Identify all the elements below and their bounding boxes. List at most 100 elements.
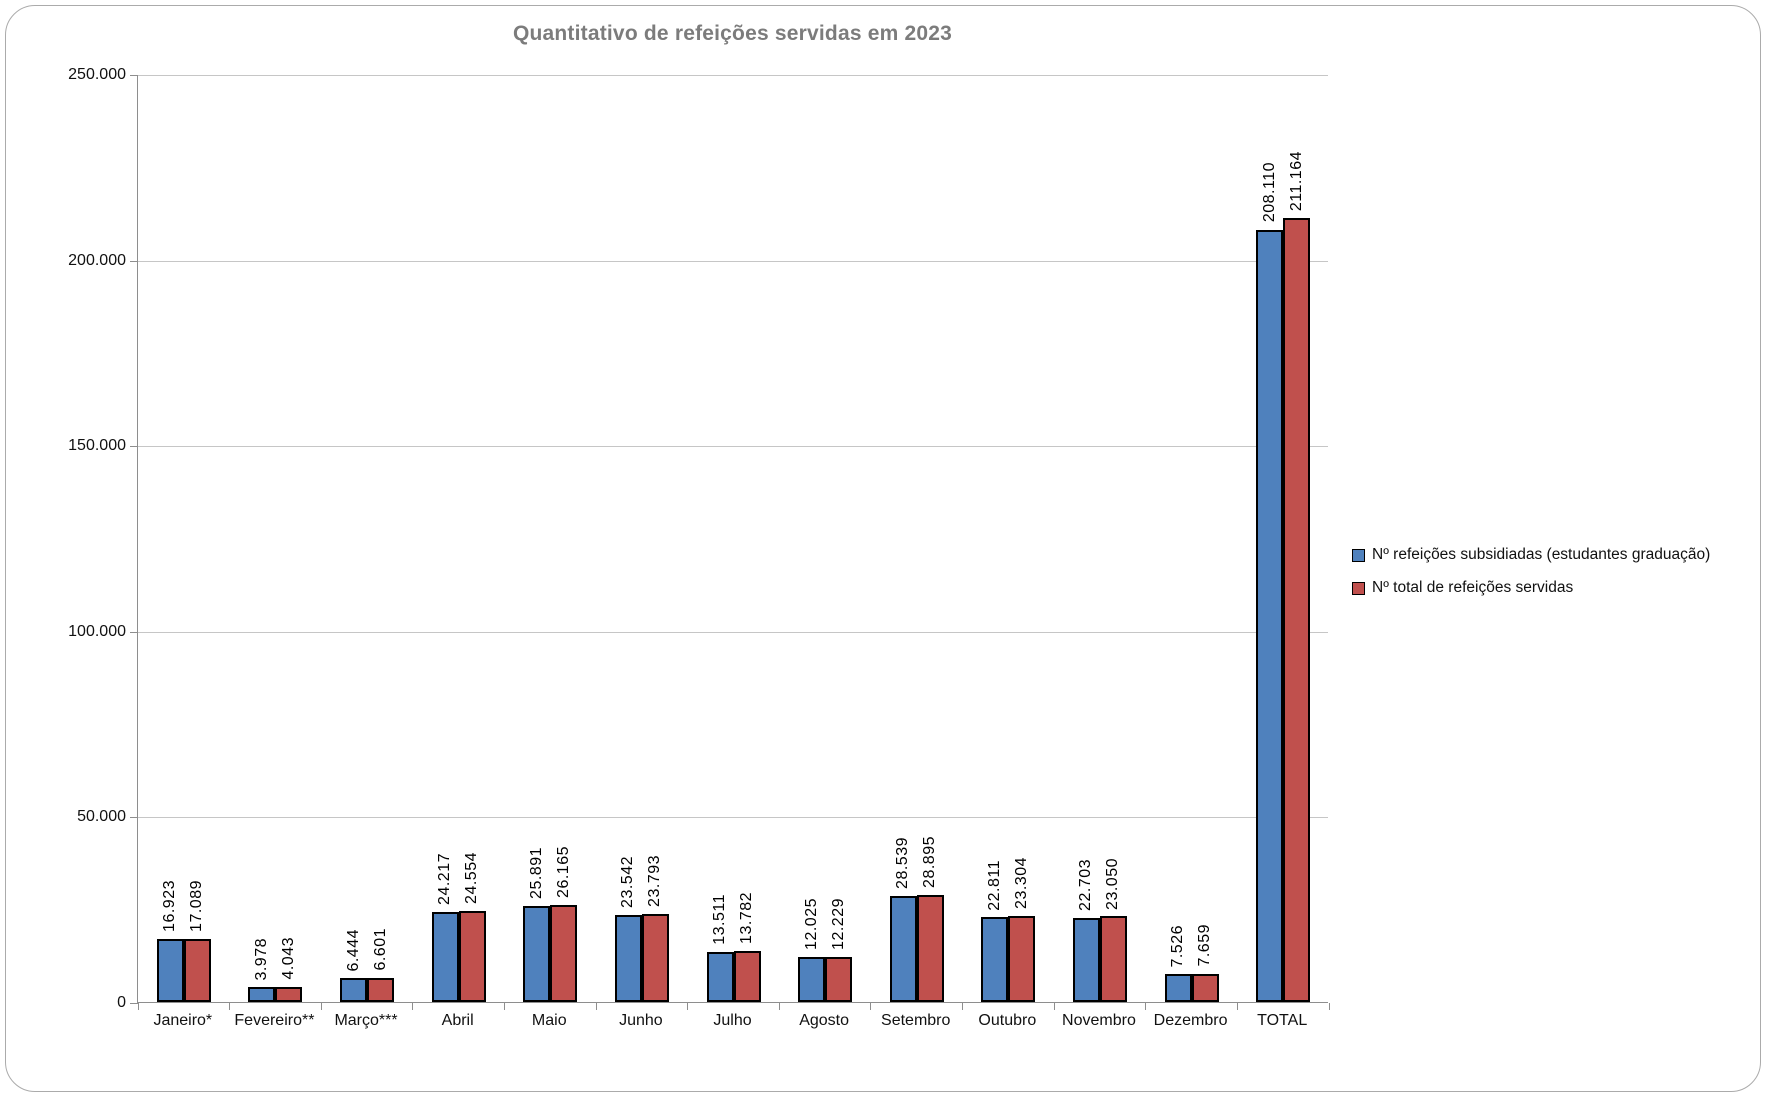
bar-0-8 [889, 896, 917, 1002]
y-axis-label: 150.000 [68, 437, 126, 455]
bar-1-11 [1191, 973, 1219, 1002]
bar-value-label: 12.025 [802, 898, 820, 951]
x-axis-label: Outubro [978, 1012, 1037, 1029]
legend-swatch-blue [1352, 548, 1365, 562]
bar-value-label: 28.539 [894, 837, 912, 890]
bar-0-1 [248, 987, 276, 1002]
x-axis-label: Agosto [799, 1012, 849, 1029]
bar-0-12 [1256, 229, 1284, 1002]
x-axis-label: Setembro [881, 1012, 951, 1029]
x-axis-label: Julho [713, 1012, 752, 1029]
bar-value-label: 3.978 [252, 937, 270, 981]
bar-value-label: 4.043 [279, 937, 297, 980]
gridline [138, 631, 1328, 633]
legend: Nº refeições subsidiadas (estudantes gra… [1352, 546, 1710, 612]
bar-1-5 [641, 913, 669, 1002]
bar-value-label: 24.554 [463, 851, 481, 904]
x-axis-tick [1328, 1003, 1330, 1010]
bar-1-4 [550, 904, 578, 1002]
bar-value-label: 22.703 [1077, 858, 1095, 911]
legend-item-total: Nº total de refeições servidas [1352, 579, 1710, 597]
bar-value-label: 17.089 [188, 879, 206, 932]
x-axis-label: Março*** [334, 1012, 398, 1029]
x-axis-tick [229, 1003, 231, 1010]
y-axis-tick [130, 446, 138, 448]
legend-label-subsidiadas: Nº refeições subsidiadas (estudantes gra… [1372, 546, 1711, 563]
gridline [138, 817, 1328, 819]
plot-area: 16.923 17.089 3.978 4.043 6.444 6.601 24.217 24… [130, 75, 1330, 1010]
bar-1-8 [916, 894, 944, 1002]
x-axis-label: Maio [531, 1012, 567, 1029]
x-axis-tick [1236, 1003, 1238, 1010]
bar-value-label: 25.891 [527, 846, 545, 899]
bar-value-label: 23.304 [1012, 856, 1030, 909]
bar-value-label: 13.511 [711, 894, 728, 945]
y-axis-label: 50.000 [77, 808, 126, 826]
bar-value-label: 23.050 [1104, 857, 1122, 910]
x-axis-tick [1145, 1003, 1147, 1010]
x-axis-label: Fevereiro** [234, 1012, 315, 1029]
y-axis-tick [130, 75, 138, 76]
x-axis-label: Abril [441, 1012, 474, 1029]
bar-0-2 [340, 978, 368, 1002]
x-axis-label: Novembro [1062, 1012, 1136, 1029]
x-axis-label: TOTAL [1257, 1012, 1308, 1029]
bar-value-label: 208.110 [1260, 162, 1278, 223]
y-axis-label: 250.000 [68, 66, 126, 83]
y-axis-label: 0 [117, 994, 126, 1011]
y-axis-label: 200.000 [68, 251, 126, 269]
x-axis-tick [870, 1003, 872, 1010]
y-axis-tick [130, 631, 138, 633]
x-axis-tick [137, 1003, 139, 1010]
bar-1-6 [733, 950, 761, 1002]
bar-value-label: 23.793 [646, 854, 664, 907]
bar-0-11 [1164, 974, 1192, 1002]
x-axis-tick [687, 1003, 689, 1010]
bar-value-label: 22.811 [985, 859, 1003, 911]
y-axis-tick [130, 1003, 138, 1004]
y-axis-label: 100.000 [68, 622, 126, 640]
bar-0-4 [523, 905, 551, 1002]
bar-value-label: 24.217 [436, 853, 454, 906]
x-axis-label: Junho [619, 1012, 663, 1029]
bar-1-10 [1099, 916, 1127, 1002]
x-axis-tick [1053, 1003, 1055, 1010]
bar-value-label: 23.542 [619, 855, 637, 908]
x-axis-tick [595, 1003, 597, 1010]
gridline [138, 446, 1328, 448]
x-axis-tick [778, 1003, 780, 1010]
bar-value-label: 7.659 [1196, 924, 1214, 967]
bar-value-label: 12.229 [829, 897, 847, 950]
legend-item-subsidiadas: Nº refeições subsidiadas (estudantes gra… [1352, 546, 1710, 564]
y-axis-tick [130, 817, 138, 819]
bar-0-3 [431, 912, 459, 1002]
legend-label-total: Nº total de refeições servidas [1372, 579, 1574, 596]
gridline [138, 75, 1328, 76]
bar-0-9 [981, 917, 1009, 1002]
x-axis-tick [320, 1003, 322, 1010]
x-axis-tick [962, 1003, 964, 1010]
bar-value-label: 13.782 [738, 891, 755, 944]
bar-value-label: 7.526 [1169, 924, 1187, 968]
bar-value-label: 211.164 [1287, 151, 1305, 212]
bar-value-label: 6.601 [371, 927, 389, 971]
bar-value-label: 6.444 [344, 928, 362, 972]
y-axis-tick [130, 260, 138, 262]
bar-0-7 [798, 957, 826, 1002]
bar-1-2 [367, 977, 395, 1002]
bar-0-5 [614, 914, 642, 1002]
bar-0-6 [706, 951, 734, 1002]
bar-value-label: 26.165 [554, 845, 572, 898]
gridline [138, 260, 1328, 262]
bar-value-label: 16.923 [161, 880, 179, 933]
bar-0-10 [1072, 917, 1100, 1002]
bar-1-3 [458, 910, 486, 1002]
bar-0-0 [156, 939, 184, 1002]
x-axis-label: Dezembro [1153, 1012, 1228, 1029]
legend-swatch-red [1352, 581, 1365, 595]
chart-title: Quantitativo de refeições servidas em 20… [512, 22, 953, 45]
bar-1-7 [825, 956, 853, 1002]
x-axis-tick [503, 1003, 505, 1010]
x-axis-tick [412, 1003, 414, 1010]
